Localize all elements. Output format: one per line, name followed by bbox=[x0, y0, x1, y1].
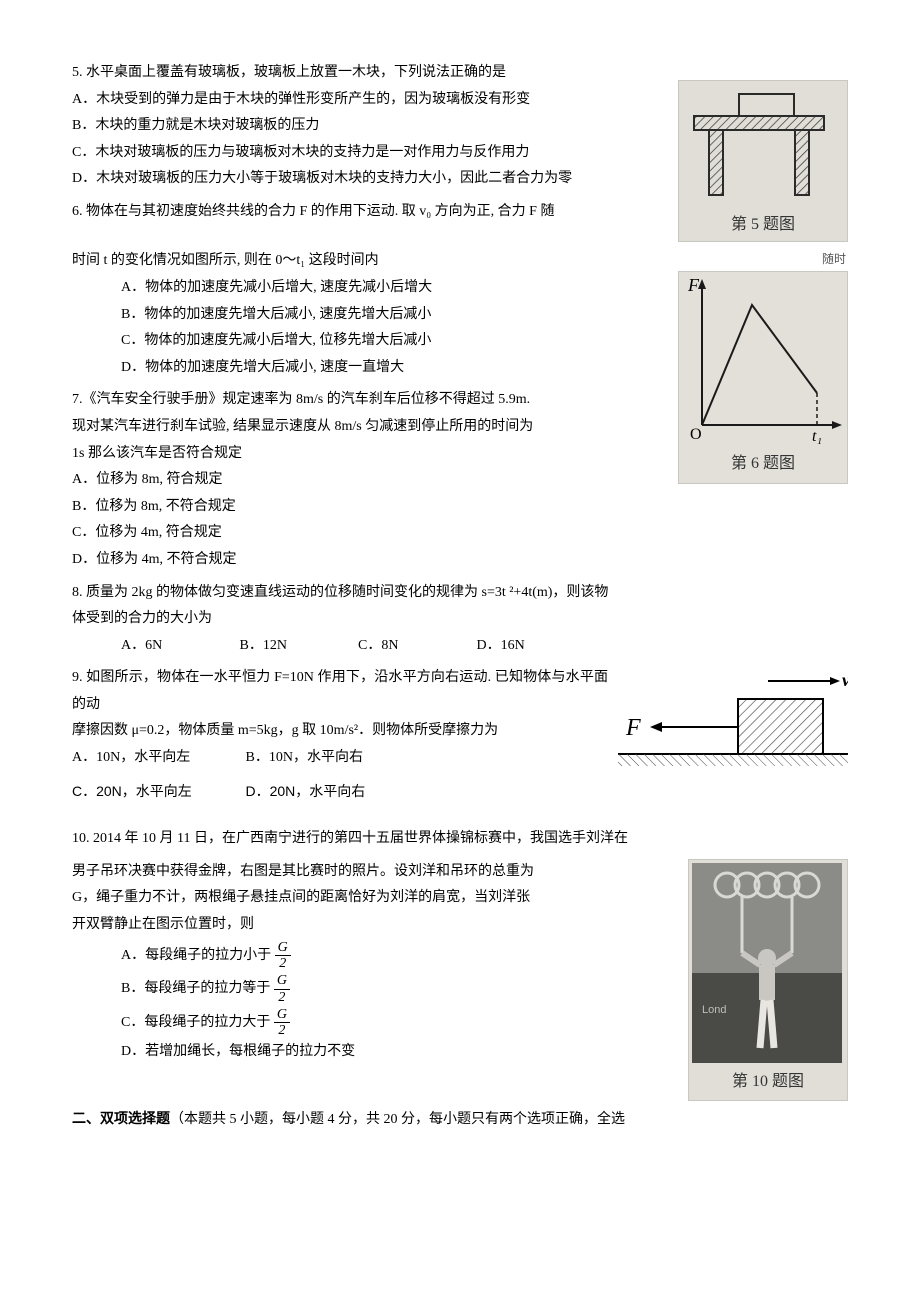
q9-choice-A: A．10N，水平向左 bbox=[72, 745, 242, 772]
q10-figure-caption: 第 10 题图 bbox=[692, 1067, 844, 1097]
svg-text:F: F bbox=[687, 275, 700, 295]
q9-choices-row2: C．20N，水平向左 D．20N，水平向右 bbox=[72, 778, 848, 807]
q8-choice-D: D．16N bbox=[477, 633, 592, 660]
q10-C-frac: G 2 bbox=[274, 1007, 290, 1039]
q9-figure: v F bbox=[618, 669, 848, 779]
q6-figure-caption: 第 6 题图 bbox=[682, 449, 844, 479]
q7-choice-B: B．位移为 8m, 不符合规定 bbox=[72, 494, 848, 521]
q10-stem-1: 10. 2014 年 10 月 11 日，在广西南宁进行的第四十五届世界体操锦标… bbox=[72, 826, 848, 853]
q8-stem-1: 8. 质量为 2kg 的物体做匀变速直线运动的位移随时间变化的规律为 s=3t … bbox=[72, 580, 848, 607]
q5-table-diagram bbox=[684, 86, 834, 206]
q10-gymnast-photo: Lond bbox=[692, 863, 842, 1063]
q10-B-frac: G 2 bbox=[274, 973, 290, 1005]
section-2-title: 二、双项选择题 bbox=[72, 1112, 170, 1127]
svg-text:F: F bbox=[625, 715, 641, 741]
q8-stem-2: 体受到的合力的大小为 bbox=[72, 606, 848, 633]
q9-choice-B: B．10N，水平向右 bbox=[246, 750, 363, 765]
q9-choice-D: D．20N，水平向右 bbox=[246, 783, 366, 799]
q10-C-prefix: C．每段绳子的拉力大于 bbox=[121, 1015, 270, 1030]
q7-choice-C: C．位移为 4m, 符合规定 bbox=[72, 520, 848, 547]
q6-figure: 随时 F O t₁ 第 6 题图 bbox=[678, 248, 848, 483]
q5-figure-caption: 第 5 题图 bbox=[684, 210, 842, 240]
svg-text:O: O bbox=[690, 426, 702, 443]
q10-figure: Lond 第 10 题图 bbox=[688, 859, 848, 1101]
q6-ft-graph: F O t₁ bbox=[682, 275, 842, 445]
q8-choices: A．6N B．12N C．8N D．16N bbox=[72, 633, 848, 660]
q10-B-prefix: B．每段绳子的拉力等于 bbox=[121, 981, 270, 996]
section-2-header: 二、双项选择题（本题共 5 小题，每小题 4 分，共 20 分，每小题只有两个选… bbox=[72, 1107, 848, 1134]
question-8: 8. 质量为 2kg 的物体做匀变速直线运动的位移随时间变化的规律为 s=3t … bbox=[72, 580, 848, 660]
q8-choice-B: B．12N bbox=[240, 633, 355, 660]
section-2-rest: （本题共 5 小题，每小题 4 分，共 20 分，每小题只有两个选项正确，全选 bbox=[170, 1112, 625, 1127]
q10-A-prefix: A．每段绳子的拉力小于 bbox=[121, 948, 271, 963]
q8-choice-C: C．8N bbox=[358, 633, 473, 660]
q6-side-text: 随时 bbox=[678, 248, 848, 271]
svg-text:t₁: t₁ bbox=[812, 428, 822, 445]
q5-figure: 第 5 题图 bbox=[678, 80, 848, 242]
q8-choice-A: A．6N bbox=[121, 633, 236, 660]
q10-A-frac: G 2 bbox=[275, 940, 291, 972]
q9-block-diagram: v F bbox=[618, 669, 848, 779]
question-10: 10. 2014 年 10 月 11 日，在广西南宁进行的第四十五届世界体操锦标… bbox=[72, 826, 848, 853]
svg-text:v: v bbox=[842, 670, 848, 690]
q9-choice-C: C．20N，水平向左 bbox=[72, 778, 242, 805]
svg-text:Lond: Lond bbox=[702, 1004, 726, 1016]
q7-choice-D: D．位移为 4m, 不符合规定 bbox=[72, 547, 848, 574]
